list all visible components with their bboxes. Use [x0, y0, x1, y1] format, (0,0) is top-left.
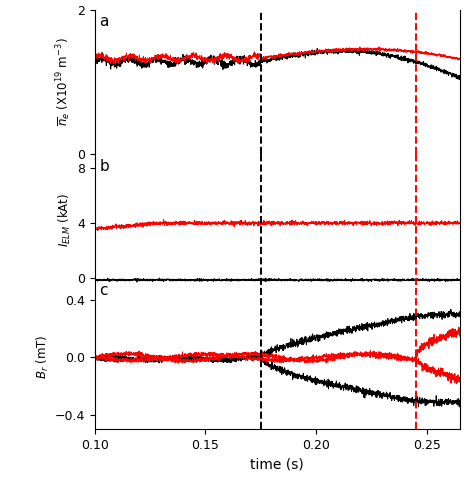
Y-axis label: $B_r$ (mT): $B_r$ (mT) — [35, 335, 51, 380]
X-axis label: time (s): time (s) — [250, 458, 304, 472]
Text: b: b — [99, 159, 109, 174]
Text: a: a — [99, 14, 109, 29]
Y-axis label: $\overline{n}_e$ (X10$^{19}$ m$^{-3}$): $\overline{n}_e$ (X10$^{19}$ m$^{-3}$) — [54, 38, 73, 126]
Text: c: c — [99, 283, 108, 298]
Y-axis label: $I_{ELM}$ (kAt): $I_{ELM}$ (kAt) — [57, 193, 73, 246]
